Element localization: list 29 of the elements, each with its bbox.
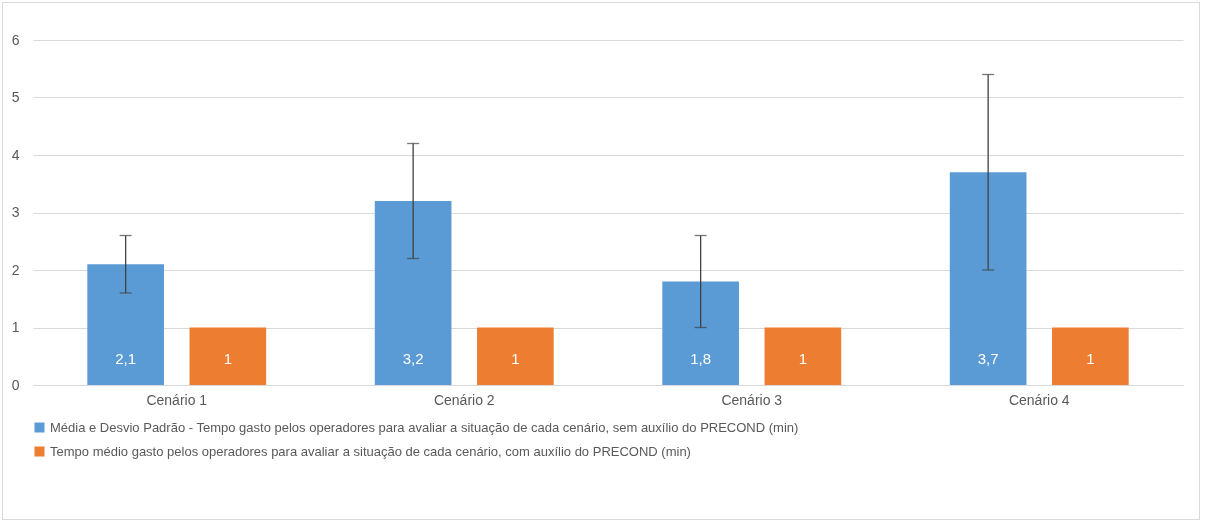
data-label: 2,1 — [115, 350, 137, 368]
data-label: 3,2 — [402, 350, 424, 368]
data-label: 1 — [223, 350, 233, 368]
data-label: 1,8 — [690, 350, 712, 368]
x-tick-label: Cenário 3 — [721, 391, 783, 408]
y-tick-label: 4 — [11, 146, 20, 163]
bar — [949, 172, 1027, 385]
y-tick-label: 5 — [11, 89, 20, 105]
y-tick-label: 3 — [11, 204, 20, 220]
y-tick-label: 6 — [11, 31, 20, 48]
y-tick-label: 2 — [11, 261, 20, 278]
data-label: 3,7 — [977, 350, 999, 368]
x-tick-label: Cenário 1 — [146, 391, 208, 408]
data-label: 1 — [798, 350, 808, 368]
legend-label: Média e Desvio Padrão - Tempo gasto pelos operadores para avaliar a situação de cada cenário, sem auxílio do PRECOND (min) — [50, 419, 799, 435]
data-label: 1 — [1086, 350, 1095, 368]
legend-label: Tempo médio gasto pelos operadores para avaliar a situação de cada cenário, com auxílio do PRECOND (min) — [50, 443, 691, 459]
bar — [87, 264, 164, 385]
bar — [764, 327, 842, 385]
x-tick-label: Cenário 2 — [433, 391, 495, 408]
bar — [662, 281, 739, 385]
x-tick-label: Cenário 4 — [1008, 391, 1070, 408]
bar — [189, 327, 267, 385]
bar — [374, 201, 452, 385]
y-tick-label: 0 — [11, 376, 20, 393]
bar — [477, 327, 554, 385]
bar — [1052, 327, 1129, 385]
data-label: 1 — [511, 350, 520, 368]
y-tick-label: 1 — [11, 319, 20, 335]
